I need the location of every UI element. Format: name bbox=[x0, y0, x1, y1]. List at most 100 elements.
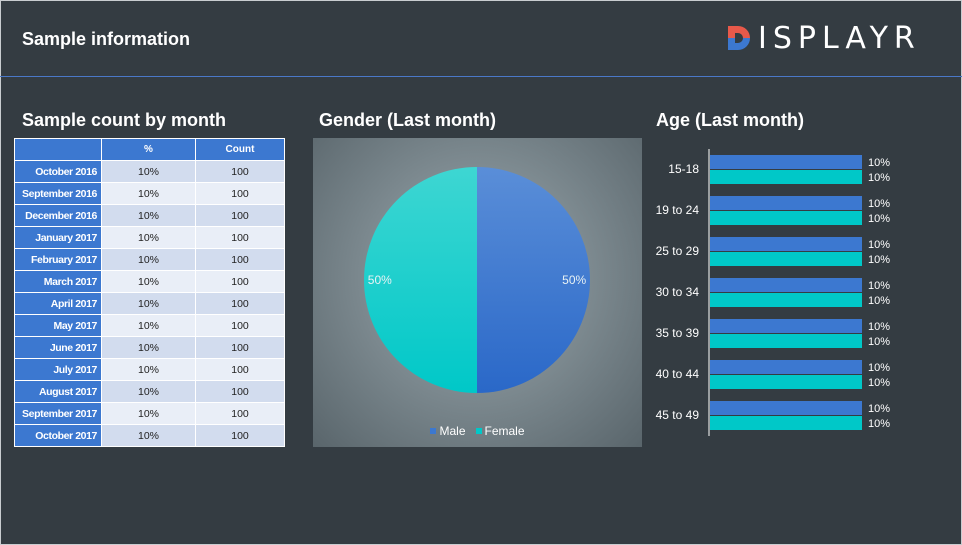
table-cell: 10% bbox=[101, 336, 196, 359]
table-row: October 2016 10% 100 bbox=[14, 160, 285, 183]
table-cell: 10% bbox=[101, 314, 196, 337]
age-category-label: 19 to 24 bbox=[656, 203, 700, 217]
pie-data-label: 50% bbox=[368, 273, 392, 287]
table-header-cell: Count bbox=[195, 138, 285, 161]
pie-title: Gender (Last month) bbox=[319, 110, 497, 130]
age-bar bbox=[710, 196, 862, 210]
age-bar-value-label: 10% bbox=[868, 377, 890, 389]
age-bar-value-label: 10% bbox=[868, 280, 890, 292]
age-category-label: 15-18 bbox=[668, 162, 699, 176]
logo-d-icon bbox=[728, 26, 750, 50]
age-bar bbox=[710, 211, 862, 225]
table-cell: 10% bbox=[101, 358, 196, 381]
pie-data-label: 50% bbox=[562, 273, 586, 287]
age-category-label: 40 to 44 bbox=[656, 367, 700, 381]
table-cell: 10% bbox=[101, 424, 196, 447]
age-bar-svg: 15-18 10% 10% 19 to 24 10% 10% 25 to 29 10% 10% 3… bbox=[656, 149, 890, 436]
table-cell: 100 bbox=[195, 402, 285, 425]
age-bar-value-label: 10% bbox=[868, 213, 890, 225]
sample-count-table: % Count October 2016 10% 100 September 2016… bbox=[14, 138, 285, 447]
table-cell: 10% bbox=[101, 226, 196, 249]
table-cell: 100 bbox=[195, 292, 285, 315]
displayr-logo: ISPLAYR bbox=[726, 20, 921, 56]
header: Sample information ISPLAYR bbox=[0, 0, 962, 77]
gender-pie-chart: 50% 50% bbox=[364, 167, 590, 393]
row-label: March 2017 bbox=[14, 270, 102, 293]
age-bar-value-label: 10% bbox=[868, 336, 890, 348]
row-label: October 2016 bbox=[14, 160, 102, 183]
age-category-label: 25 to 29 bbox=[656, 244, 700, 258]
pie-slice-female bbox=[364, 167, 477, 393]
legend-label: Female bbox=[484, 424, 525, 438]
legend-label: Male bbox=[439, 424, 466, 438]
row-label: January 2017 bbox=[14, 226, 102, 249]
table-row: February 2017 10% 100 bbox=[14, 248, 285, 271]
table-cell: 10% bbox=[101, 204, 196, 227]
age-bar bbox=[710, 334, 862, 348]
table-cell: 10% bbox=[101, 270, 196, 293]
age-bar-value-label: 10% bbox=[868, 254, 890, 266]
table-row: September 2017 10% 100 bbox=[14, 402, 285, 425]
age-bar bbox=[710, 252, 862, 266]
row-label: September 2017 bbox=[14, 402, 102, 425]
table-cell: 100 bbox=[195, 248, 285, 271]
table-cell: 100 bbox=[195, 336, 285, 359]
age-bar-value-label: 10% bbox=[868, 172, 890, 184]
table-cell: 10% bbox=[101, 292, 196, 315]
table-cell: 100 bbox=[195, 160, 285, 183]
gender-pie-panel: 50% 50% Male Female bbox=[313, 138, 642, 447]
table-row: October 2017 10% 100 bbox=[14, 424, 285, 447]
age-bar-chart: 15-18 10% 10% 19 to 24 10% 10% 25 to 29 10% 10% 3… bbox=[640, 145, 940, 445]
age-category-label: 30 to 34 bbox=[656, 285, 700, 299]
row-label: August 2017 bbox=[14, 380, 102, 403]
table-cell: 100 bbox=[195, 424, 285, 447]
table-row: May 2017 10% 100 bbox=[14, 314, 285, 337]
age-bar bbox=[710, 375, 862, 389]
row-label: July 2017 bbox=[14, 358, 102, 381]
table-cell: 100 bbox=[195, 314, 285, 337]
logo-text: ISPLAYR bbox=[758, 20, 921, 56]
table-row: January 2017 10% 100 bbox=[14, 226, 285, 249]
age-bar bbox=[710, 237, 862, 251]
age-bar-value-label: 10% bbox=[868, 321, 890, 333]
legend-item-female: Female bbox=[475, 424, 525, 438]
table-cell: 10% bbox=[101, 182, 196, 205]
age-bar bbox=[710, 155, 862, 169]
table-cell: 100 bbox=[195, 204, 285, 227]
age-bar-value-label: 10% bbox=[868, 403, 890, 415]
row-label: October 2017 bbox=[14, 424, 102, 447]
pie-legend: Male Female bbox=[313, 424, 642, 438]
table-title: Sample count by month bbox=[22, 110, 227, 130]
row-label: May 2017 bbox=[14, 314, 102, 337]
row-label: September 2016 bbox=[14, 182, 102, 205]
age-category-label: 45 to 49 bbox=[656, 408, 700, 422]
table-cell: 10% bbox=[101, 248, 196, 271]
age-bar bbox=[710, 401, 862, 415]
row-label: December 2016 bbox=[14, 204, 102, 227]
table-cell: 10% bbox=[101, 402, 196, 425]
table-row: March 2017 10% 100 bbox=[14, 270, 285, 293]
age-bar bbox=[710, 360, 862, 374]
bar-title: Age (Last month) bbox=[656, 110, 804, 130]
legend-swatch-male bbox=[430, 428, 437, 434]
page-title: Sample information bbox=[22, 29, 191, 49]
table-row: August 2017 10% 100 bbox=[14, 380, 285, 403]
table-cell: 100 bbox=[195, 182, 285, 205]
age-bar bbox=[710, 319, 862, 333]
table-row: July 2017 10% 100 bbox=[14, 358, 285, 381]
row-label: February 2017 bbox=[14, 248, 102, 271]
age-bar-value-label: 10% bbox=[868, 295, 890, 307]
table-cell: 10% bbox=[101, 160, 196, 183]
table-cell: 100 bbox=[195, 358, 285, 381]
age-bar bbox=[710, 293, 862, 307]
row-label: April 2017 bbox=[14, 292, 102, 315]
age-bar-value-label: 10% bbox=[868, 157, 890, 169]
age-bar-value-label: 10% bbox=[868, 239, 890, 251]
age-bar-value-label: 10% bbox=[868, 362, 890, 374]
table-cell: 100 bbox=[195, 226, 285, 249]
age-bar-value-label: 10% bbox=[868, 198, 890, 210]
table-row: June 2017 10% 100 bbox=[14, 336, 285, 359]
pie-slice-male bbox=[477, 167, 590, 393]
table-cell: 10% bbox=[101, 380, 196, 403]
table-header-cell: % bbox=[101, 138, 196, 161]
